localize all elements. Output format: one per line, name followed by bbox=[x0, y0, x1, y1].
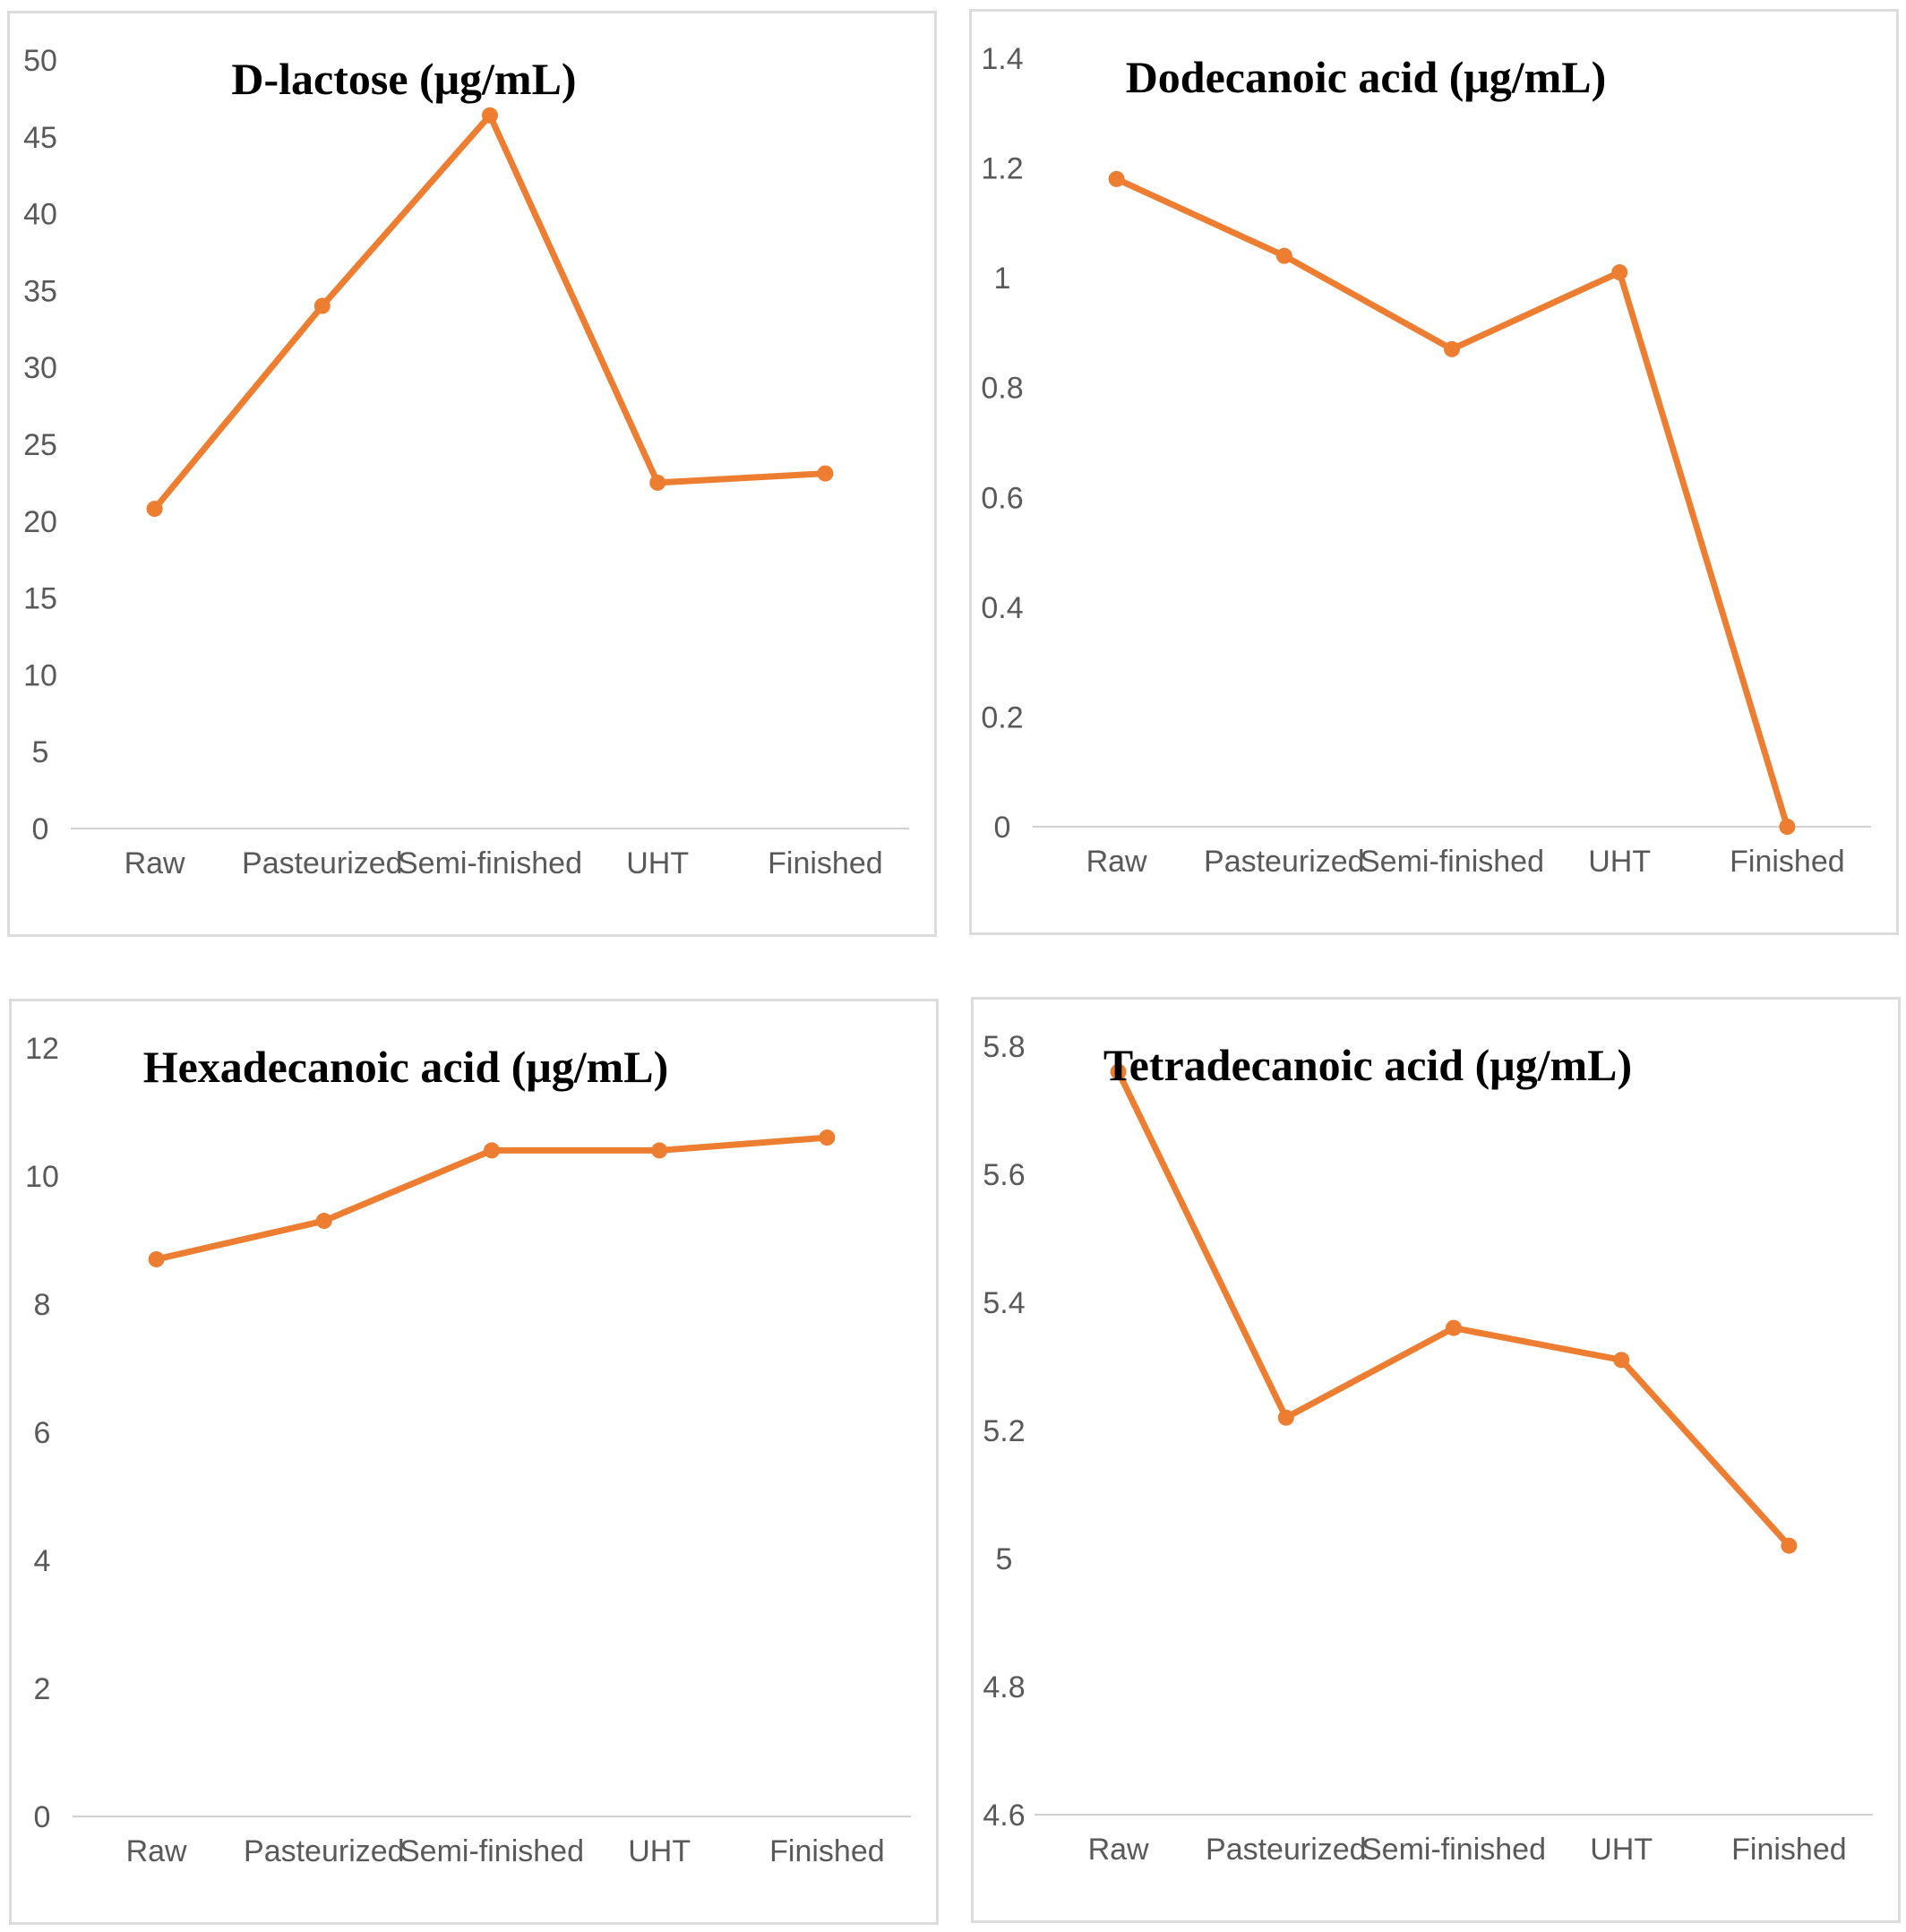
data-point bbox=[1781, 1537, 1798, 1554]
y-tick-label: 40 bbox=[23, 198, 57, 232]
y-tick-label: 4.8 bbox=[983, 1670, 1025, 1704]
data-point bbox=[651, 1142, 668, 1159]
y-tick-label: 4 bbox=[34, 1544, 51, 1578]
x-tick-label: Raw bbox=[1088, 1833, 1149, 1867]
chart-title: Hexadecanoic acid (μg/mL) bbox=[143, 1042, 669, 1092]
chart-panel-tetradecanoic-acid: 4.6 4.8 5 5.2 5.4 5.6 5.8 Raw Pasteurized Semi-fi… bbox=[971, 997, 1901, 1923]
chart-title: Dodecanoic acid (μg/mL) bbox=[1126, 52, 1607, 102]
x-tick-label: Pasteurized bbox=[1206, 1833, 1367, 1867]
y-tick-label: 0 bbox=[32, 812, 49, 846]
data-point bbox=[1611, 264, 1628, 281]
y-tick-label: 10 bbox=[25, 1160, 59, 1194]
line-chart: 4.6 4.8 5 5.2 5.4 5.6 5.8 Raw PasteurizedSemi-fi… bbox=[983, 1030, 1873, 1867]
y-tick-label: 0 bbox=[34, 1800, 51, 1834]
chart-title: Tetradecanoic acid (μg/mL) bbox=[1103, 1040, 1632, 1090]
y-tick-label: 6 bbox=[34, 1416, 51, 1450]
y-tick-label: 5.8 bbox=[983, 1030, 1025, 1064]
y-tick-label: 30 bbox=[23, 351, 57, 385]
x-tick-label: Finished bbox=[768, 846, 883, 880]
x-tick-label: Pasteurized bbox=[244, 1834, 405, 1868]
x-tick-label: Finished bbox=[1731, 1833, 1847, 1867]
x-tick-label: Raw bbox=[126, 1834, 187, 1868]
x-tick-label: UHT bbox=[1590, 1833, 1653, 1867]
y-tick-label: 12 bbox=[25, 1032, 59, 1066]
series-line bbox=[1115, 1069, 1792, 1550]
data-point bbox=[1108, 170, 1125, 187]
data-point bbox=[649, 474, 666, 491]
y-tick-label: 1.4 bbox=[981, 42, 1023, 76]
x-tick-label: UHT bbox=[628, 1834, 691, 1868]
y-tick-label: 0.2 bbox=[981, 700, 1023, 734]
y-tick-label: 1.2 bbox=[981, 152, 1023, 186]
data-point bbox=[1613, 1352, 1630, 1369]
y-tick-label: 0.6 bbox=[981, 481, 1023, 515]
data-point bbox=[819, 1129, 836, 1146]
y-tick-label: 5.4 bbox=[983, 1286, 1025, 1320]
data-point bbox=[482, 107, 498, 124]
x-tick-label: Pasteurized bbox=[242, 846, 403, 880]
y-tick-label: 2 bbox=[34, 1672, 51, 1706]
data-point bbox=[315, 1213, 332, 1230]
data-point bbox=[313, 297, 331, 314]
x-tick-label: Raw bbox=[1086, 845, 1147, 879]
line-chart: 0 0.2 0.4 0.6 0.8 1 1.2 1.4 Raw PasteurizedSemi-f… bbox=[981, 42, 1871, 879]
chart-panel-dodecanoic-acid: 0 0.2 0.4 0.6 0.8 1 1.2 1.4 Raw Pasteurized Semi-f… bbox=[969, 9, 1899, 935]
y-tick-label: 25 bbox=[23, 428, 57, 462]
y-tick-label: 50 bbox=[23, 44, 57, 78]
data-point bbox=[817, 465, 834, 482]
data-point bbox=[1779, 819, 1796, 835]
chart-panel-hexadecanoic-acid: 0 2 4 6 8 10 12 Raw Pasteurized Semi-finished UHT F… bbox=[9, 999, 939, 1925]
line-chart: 0 5 10 15 20 25 30 35 40 45 50 Raw PasteurizedSemi-f… bbox=[23, 44, 909, 880]
x-tick-label: UHT bbox=[626, 846, 689, 880]
y-tick-label: 35 bbox=[23, 274, 57, 308]
y-tick-label: 0.4 bbox=[981, 591, 1023, 625]
y-tick-label: 45 bbox=[23, 121, 57, 155]
data-point bbox=[1277, 1409, 1294, 1426]
data-point bbox=[146, 501, 163, 518]
y-tick-label: 8 bbox=[34, 1288, 51, 1322]
y-tick-label: 10 bbox=[23, 658, 57, 692]
data-point bbox=[1446, 1319, 1462, 1336]
x-tick-label: Finished bbox=[1730, 845, 1845, 879]
data-point bbox=[1275, 247, 1292, 264]
y-tick-label: 1 bbox=[994, 262, 1011, 296]
x-tick-label: UHT bbox=[1588, 845, 1651, 879]
x-tick-label: Raw bbox=[124, 846, 185, 880]
y-tick-label: 0.8 bbox=[981, 372, 1023, 406]
x-tick-label: Semi-finished bbox=[398, 846, 582, 880]
y-tick-label: 15 bbox=[23, 582, 57, 616]
data-point bbox=[1110, 1063, 1127, 1080]
chart-panel-d-lactose: 0 5 10 15 20 25 30 35 40 45 50 Raw Pasteurized Semi-f… bbox=[7, 11, 937, 937]
data-point bbox=[1444, 340, 1460, 357]
x-tick-label: Semi-finished bbox=[1360, 845, 1544, 879]
y-tick-label: 0 bbox=[994, 811, 1011, 845]
y-tick-label: 5.6 bbox=[983, 1158, 1025, 1192]
x-tick-label: Semi-finished bbox=[1361, 1833, 1546, 1867]
data-point bbox=[484, 1142, 500, 1159]
x-tick-label: Pasteurized bbox=[1204, 845, 1365, 879]
x-tick-label: Finished bbox=[769, 1834, 885, 1868]
y-tick-label: 5 bbox=[32, 735, 49, 769]
x-tick-label: Semi-finished bbox=[399, 1834, 584, 1868]
y-tick-label: 20 bbox=[23, 505, 57, 539]
y-tick-label: 4.6 bbox=[983, 1799, 1025, 1833]
y-tick-label: 5.2 bbox=[983, 1414, 1025, 1448]
series-line bbox=[1113, 176, 1790, 830]
series-line bbox=[151, 112, 829, 512]
chart-title: D-lactose (μg/mL) bbox=[231, 54, 576, 104]
data-point bbox=[148, 1250, 165, 1267]
y-tick-label: 5 bbox=[996, 1542, 1013, 1576]
